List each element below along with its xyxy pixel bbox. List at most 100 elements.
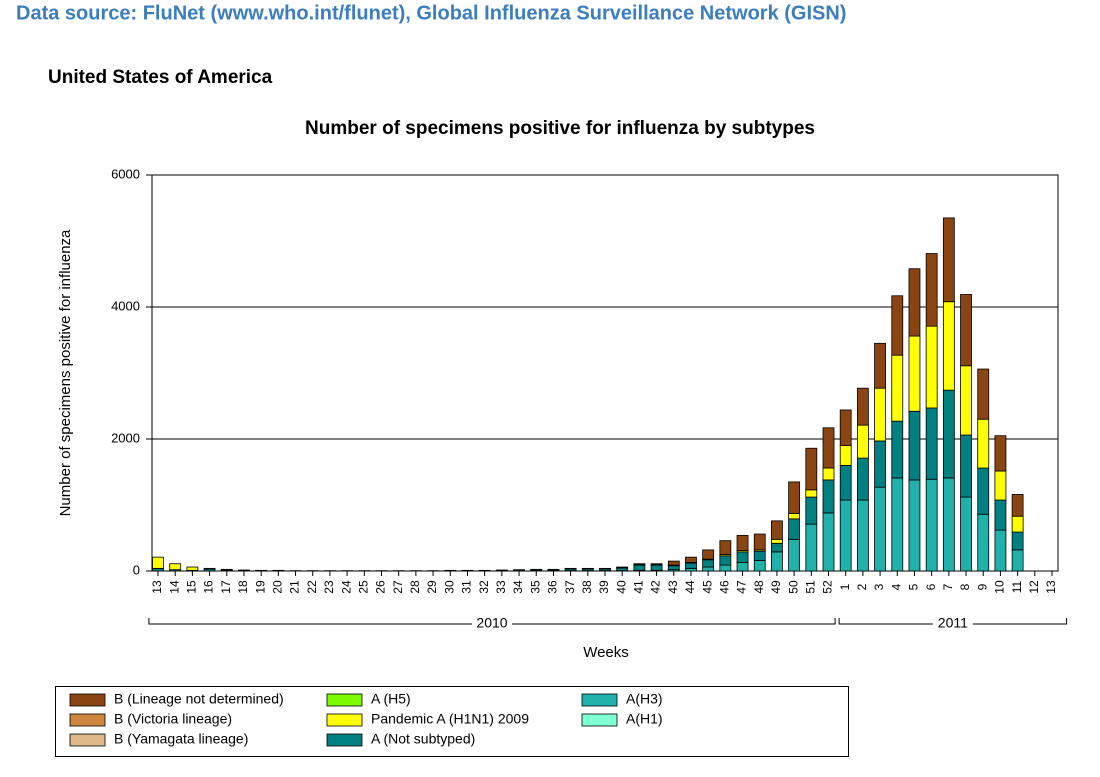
bar-segment [926,254,937,327]
y-axis-label: Number of specimens positive for influen… [57,229,74,516]
bar-segment [909,336,920,411]
x-tick-label: 45 [700,580,714,594]
bar-segment [857,425,868,458]
bar-segment [823,513,834,571]
bar-segment [823,468,834,480]
x-tick-label: 21 [288,580,302,594]
bar-segment [703,567,714,571]
bar-segment [170,564,181,570]
bar-segment [187,567,198,570]
x-tick-label: 15 [185,580,199,594]
x-tick-label: 34 [511,580,525,594]
bar-segment [943,302,954,390]
legend-label: A (Not subtyped) [371,731,475,747]
legend-label: B (Yamagata lineage) [114,731,248,747]
x-tick-label: 30 [442,580,456,594]
bar-segment [754,551,765,560]
bar-segment [737,552,748,563]
group-label: 2011 [938,615,968,631]
bar-segment [875,441,886,487]
bar-segment [1012,494,1023,516]
x-tick-label: 3 [872,583,886,590]
bar-segment [771,539,782,543]
x-tick-label: 11 [1010,580,1024,593]
bar-segment [892,355,903,421]
y-tick-label: 0 [133,562,140,577]
bar-segment [943,478,954,571]
data-source: Data source: FluNet (www.who.int/flunet)… [16,2,846,24]
bar-segment [943,218,954,302]
bar-segment [875,343,886,388]
x-tick-label: 17 [219,580,233,594]
x-tick-label: 25 [356,580,370,594]
bar-segment [789,482,800,514]
x-tick-label: 38 [580,580,594,594]
bar-segment [789,519,800,539]
x-tick-label: 36 [546,580,560,594]
x-tick-label: 14 [167,580,181,594]
x-tick-label: 40 [614,580,628,594]
bar-segment [926,408,937,479]
x-tick-label: 9 [975,583,989,590]
x-tick-label: 39 [597,580,611,594]
bar-segment [771,521,782,539]
bar-segment [840,446,851,466]
bar-segment [651,565,662,570]
legend-swatch [327,734,362,746]
bar-segment [668,561,679,565]
bar-segment [978,419,989,468]
x-tick-label: 13 [150,580,164,594]
x-tick-label: 35 [528,580,542,594]
legend-swatch [582,714,617,726]
bar-segment [617,567,628,568]
x-tick-label: 27 [391,580,405,594]
x-tick-label: 8 [958,583,972,590]
bar-segment [445,570,456,571]
bar-segment [754,534,765,550]
x-tick-label: 7 [941,583,955,590]
bar-segment [1012,550,1023,571]
bar-segment [892,478,903,571]
bar-segment [961,435,972,497]
legend-swatch [70,714,105,726]
bar-segment [961,497,972,571]
x-tick-label: 22 [305,580,319,594]
legend-swatch [70,694,105,706]
bar-segment [720,565,731,571]
x-tick-label: 29 [425,580,439,594]
bar-segment [221,569,232,570]
bar-segment [720,556,731,565]
x-tick-label: 32 [477,580,491,594]
x-axis-label: Weeks [583,644,629,661]
x-tick-label: 16 [202,580,216,594]
bar-segment [995,500,1006,530]
x-tick-label: 49 [769,580,783,594]
bar-segment [703,550,714,559]
bar-segment [806,490,817,497]
bar-segment [153,557,164,568]
bar-segment [875,487,886,571]
x-tick-label: 48 [752,580,766,594]
bar-segment [857,458,868,500]
bar-segment [840,500,851,571]
bar-segment [857,388,868,425]
x-tick-label: 41 [632,580,646,594]
legend-label: A(H3) [626,691,663,707]
bar-segment [892,296,903,355]
x-tick-label: 28 [408,580,422,594]
bar-segment [737,535,748,550]
bar-segment [806,448,817,490]
bar-segment [823,480,834,513]
group-label: 2010 [476,615,507,631]
bar-segment [754,560,765,571]
x-tick-label: 46 [718,580,732,594]
legend-label: A(H1) [626,711,663,727]
bar-segment [840,410,851,446]
bar-segment [926,479,937,571]
country: United States of America [48,67,273,88]
bar-segment [771,543,782,552]
legend-label: Pandemic A (H1N1) 2009 [371,711,529,727]
bar-segment [737,562,748,571]
x-tick-label: 50 [786,580,800,594]
bar-segment [926,326,937,408]
